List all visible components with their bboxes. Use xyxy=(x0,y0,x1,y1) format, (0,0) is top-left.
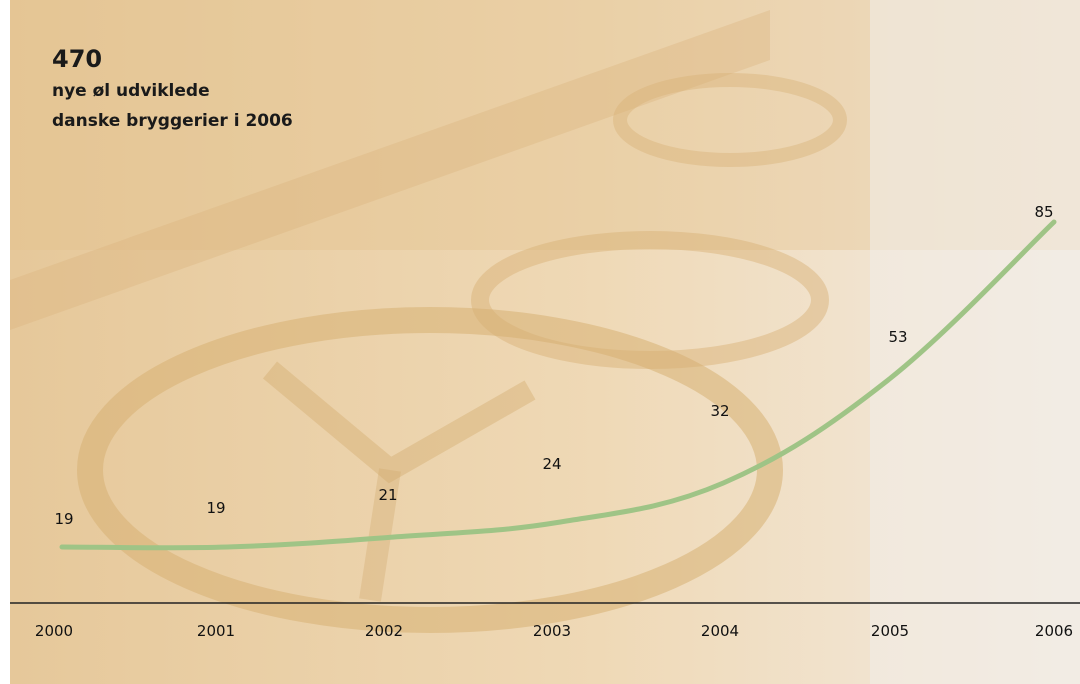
headline-line-1: nye øl udviklede xyxy=(52,81,210,101)
headline-line-2: danske bryggerier i 2006 xyxy=(52,111,293,131)
headline-block: 470 nye øl udviklede danske bryggerier i… xyxy=(52,42,293,136)
series-line xyxy=(59,219,1057,551)
data-label-2005: 53 xyxy=(888,328,907,346)
data-label-2006: 85 xyxy=(1034,203,1053,221)
x-tick-2000: 2000 xyxy=(35,622,73,640)
x-tick-labels: 2000 2001 2002 2003 2004 2005 2006 xyxy=(35,622,1073,640)
data-label-2001: 19 xyxy=(206,499,225,517)
x-tick-2006: 2006 xyxy=(1035,622,1073,640)
x-tick-2004: 2004 xyxy=(701,622,739,640)
x-tick-2002: 2002 xyxy=(365,622,403,640)
data-label-2004: 32 xyxy=(710,402,729,420)
data-label-2000: 19 xyxy=(54,510,73,528)
data-labels: 19 19 21 24 32 53 85 xyxy=(54,203,1053,528)
data-label-2002: 21 xyxy=(378,486,397,504)
data-label-2003: 24 xyxy=(542,455,561,473)
x-tick-2003: 2003 xyxy=(533,622,571,640)
x-tick-2001: 2001 xyxy=(197,622,235,640)
brewery-valves-photo xyxy=(10,0,1080,684)
x-tick-2005: 2005 xyxy=(871,622,909,640)
headline-value: 470 xyxy=(52,45,103,73)
